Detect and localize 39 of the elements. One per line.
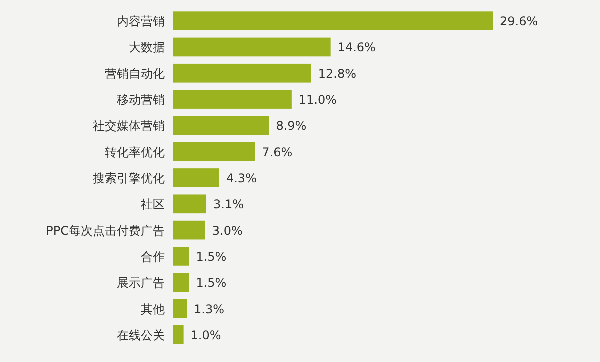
y-tick-label: 其他 — [141, 302, 165, 316]
y-tick-label: 搜索引擎优化 — [93, 172, 165, 186]
data-label: 29.6% — [500, 14, 538, 29]
data-label: 1.5% — [196, 250, 227, 264]
data-label: 8.9% — [276, 119, 307, 134]
data-label: 1.3% — [194, 302, 225, 316]
bar — [173, 116, 270, 136]
bar — [173, 273, 190, 292]
bar — [173, 194, 207, 214]
data-label: 3.1% — [214, 198, 244, 212]
y-tick-label: 营销自动化 — [105, 66, 165, 81]
y-tick-label: 展示广告 — [117, 276, 165, 290]
bar — [173, 220, 206, 240]
y-tick-label: 内容营销 — [117, 14, 165, 29]
bar — [173, 299, 188, 318]
data-label: 4.3% — [226, 172, 257, 186]
data-label: 12.8% — [318, 66, 357, 81]
y-tick-label: 转化率优化 — [105, 145, 165, 160]
y-tick-label: 移动营销 — [117, 93, 165, 108]
bar — [173, 12, 493, 30]
bar — [173, 38, 331, 57]
y-tick-label: 合作 — [141, 250, 165, 264]
y-tick-label: PPC每次点击付费广告 — [46, 224, 165, 238]
data-label: 11.0% — [298, 93, 338, 108]
y-tick-label: 在线公关 — [117, 328, 165, 342]
bar — [173, 142, 256, 162]
bar — [173, 326, 184, 344]
bar — [173, 168, 220, 188]
y-tick-label: 社交媒体营销 — [93, 119, 165, 134]
data-label: 3.0% — [212, 224, 243, 238]
y-tick-label: 社区 — [141, 198, 165, 212]
data-label: 14.6% — [338, 40, 376, 55]
data-label: 7.6% — [262, 145, 293, 160]
y-tick-label: 大数据 — [129, 40, 165, 55]
data-label: 1.5% — [196, 276, 227, 290]
data-label: 1.0% — [190, 328, 222, 342]
bar — [173, 247, 190, 266]
bar — [173, 90, 292, 109]
bar — [173, 64, 312, 83]
